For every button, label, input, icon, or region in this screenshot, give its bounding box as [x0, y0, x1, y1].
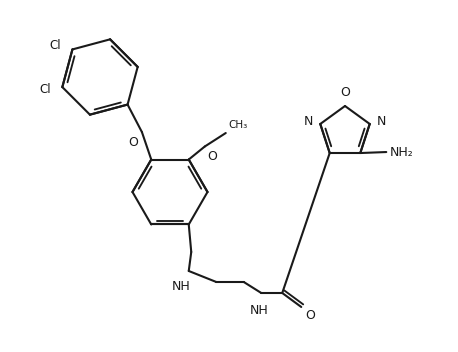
Text: Cl: Cl [50, 39, 61, 52]
Text: CH₃: CH₃ [228, 120, 247, 130]
Text: Cl: Cl [40, 83, 51, 96]
Text: O: O [207, 150, 217, 163]
Text: NH₂: NH₂ [389, 145, 413, 158]
Text: N: N [304, 115, 313, 128]
Text: O: O [340, 87, 350, 100]
Text: NH: NH [172, 280, 191, 293]
Text: N: N [377, 115, 386, 128]
Text: O: O [128, 136, 138, 149]
Text: O: O [305, 309, 315, 322]
Text: NH: NH [249, 304, 268, 317]
